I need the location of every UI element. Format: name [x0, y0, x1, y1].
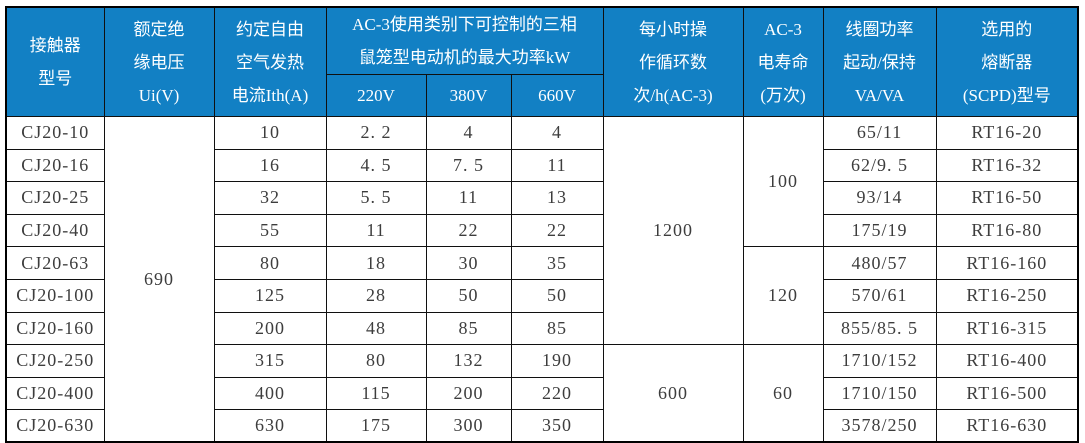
cell-fuse: RT16-315: [935, 311, 1079, 346]
subheader-220v: 220V: [325, 74, 427, 117]
cell-p220: 4. 5: [325, 148, 427, 183]
cell-model: CJ20-40: [5, 213, 105, 248]
cell-ith: 32: [213, 181, 327, 215]
header-cycles-per-hour: 每小时操 作循环数 次/h(AC-3): [602, 6, 744, 117]
cell-fuse: RT16-250: [935, 278, 1079, 313]
header-coil-power: 线圈功率 起动/保持 VA/VA: [822, 6, 937, 117]
cell-p660: 50: [510, 278, 604, 313]
cell-p660: 190: [510, 344, 604, 378]
cell-ith: 125: [213, 278, 327, 313]
subheader-660v: 660V: [510, 74, 604, 117]
table-row: CJ20-100 125 28 50 50 570/61 RT16-250: [5, 278, 1079, 313]
table-row: CJ20-16 16 4. 5 7. 5 11 62/9. 5 RT16-32: [5, 148, 1079, 183]
cell-p380: 22: [425, 213, 512, 248]
header-ac3-electrical-life: AC-3 电寿命 (万次): [742, 6, 824, 117]
cell-p660: 4: [510, 116, 604, 150]
cell-ith: 55: [213, 213, 327, 248]
cell-model: CJ20-400: [5, 376, 105, 411]
cell-p380: 11: [425, 181, 512, 215]
table-row: CJ20-25 32 5. 5 11 13 93/14 RT16-50: [5, 181, 1079, 215]
merged-cell-cycles-600: 600: [602, 344, 744, 443]
cell-fuse: RT16-500: [935, 376, 1079, 411]
cell-ith: 80: [213, 246, 327, 280]
cell-p660: 13: [510, 181, 604, 215]
cell-p220: 175: [325, 409, 427, 443]
cell-p380: 300: [425, 409, 512, 443]
cell-coil: 855/85. 5: [822, 311, 937, 346]
merged-cell-life-60: 60: [742, 344, 824, 443]
cell-fuse: RT16-32: [935, 148, 1079, 183]
cell-p380: 7. 5: [425, 148, 512, 183]
header-fuse-type: 选用的 熔断器 (SCPD)型号: [935, 6, 1079, 117]
cell-coil: 65/11: [822, 116, 937, 150]
cell-p220: 80: [325, 344, 427, 378]
cell-p660: 85: [510, 311, 604, 346]
cell-fuse: RT16-400: [935, 344, 1079, 378]
cell-ith: 400: [213, 376, 327, 411]
cell-p380: 200: [425, 376, 512, 411]
cell-fuse: RT16-50: [935, 181, 1079, 215]
cell-p220: 2. 2: [325, 116, 427, 150]
table-row: CJ20-630 630 175 300 350 3578/250 RT16-6…: [5, 409, 1079, 443]
cell-p220: 48: [325, 311, 427, 346]
table-row: CJ20-400 400 115 200 220 1710/150 RT16-5…: [5, 376, 1079, 411]
cell-coil: 175/19: [822, 213, 937, 248]
table-row: CJ20-63 80 18 30 35 120 480/57 RT16-160: [5, 246, 1079, 346]
cell-model: CJ20-250: [5, 344, 105, 378]
merged-cell-life-120: 120: [742, 246, 824, 346]
cell-p380: 4: [425, 116, 512, 150]
cell-p660: 11: [510, 148, 604, 183]
cell-p220: 18: [325, 246, 427, 280]
cell-model: CJ20-10: [5, 116, 105, 150]
cell-coil: 480/57: [822, 246, 937, 280]
contactor-spec-table: 接触器 型号 额定绝 缘电压 Ui(V) 约定自由 空气发热 电流Ith(A) …: [5, 6, 1080, 443]
cell-p220: 115: [325, 376, 427, 411]
cell-p660: 220: [510, 376, 604, 411]
cell-coil: 1710/152: [822, 344, 937, 378]
merged-cell-life-100: 100: [742, 115, 824, 248]
cell-coil: 93/14: [822, 181, 937, 215]
cell-p220: 11: [325, 213, 427, 248]
header-thermal-current: 约定自由 空气发热 电流Ith(A): [213, 6, 327, 117]
cell-ith: 10: [213, 116, 327, 150]
cell-p660: 22: [510, 213, 604, 248]
cell-model: CJ20-63: [5, 246, 105, 280]
cell-fuse: RT16-20: [935, 116, 1079, 150]
cell-coil: 570/61: [822, 278, 937, 313]
cell-p660: 35: [510, 246, 604, 280]
cell-p660: 350: [510, 409, 604, 443]
cell-ith: 630: [213, 409, 327, 443]
cell-p380: 85: [425, 311, 512, 346]
cell-model: CJ20-100: [5, 278, 105, 313]
cell-ith: 315: [213, 344, 327, 378]
cell-p380: 132: [425, 344, 512, 378]
cell-p220: 5. 5: [325, 181, 427, 215]
subheader-380v: 380V: [425, 74, 512, 117]
cell-coil: 1710/150: [822, 376, 937, 411]
cell-coil: 3578/250: [822, 409, 937, 443]
cell-p220: 28: [325, 278, 427, 313]
cell-model: CJ20-16: [5, 148, 105, 183]
cell-fuse: RT16-160: [935, 246, 1079, 280]
cell-p380: 30: [425, 246, 512, 280]
header-ac3-max-power: AC-3使用类别下可控制的三相 鼠笼型电动机的最大功率kW: [325, 6, 604, 75]
cell-coil: 62/9. 5: [822, 148, 937, 183]
cell-p380: 50: [425, 278, 512, 313]
cell-ith: 200: [213, 311, 327, 346]
cell-ith: 16: [213, 148, 327, 183]
merged-cell-insulation-voltage: 690: [103, 116, 215, 443]
table-row: CJ20-250 315 80 132 190 600 60 1710/152 …: [5, 344, 1079, 443]
table-row: CJ20-40 55 11 22 22 175/19 RT16-80: [5, 213, 1079, 248]
header-insulation-voltage: 额定绝 缘电压 Ui(V): [103, 6, 215, 117]
merged-cell-cycles-1200: 1200: [602, 115, 744, 346]
cell-model: CJ20-630: [5, 409, 105, 443]
cell-model: CJ20-25: [5, 181, 105, 215]
cell-fuse: RT16-80: [935, 213, 1079, 248]
cell-fuse: RT16-630: [935, 409, 1079, 443]
header-contactor-model: 接触器 型号: [5, 6, 105, 117]
cell-model: CJ20-160: [5, 311, 105, 346]
table-row: CJ20-10 690 10 2. 2 4 4 1200 100 65/11 R…: [5, 115, 1079, 443]
